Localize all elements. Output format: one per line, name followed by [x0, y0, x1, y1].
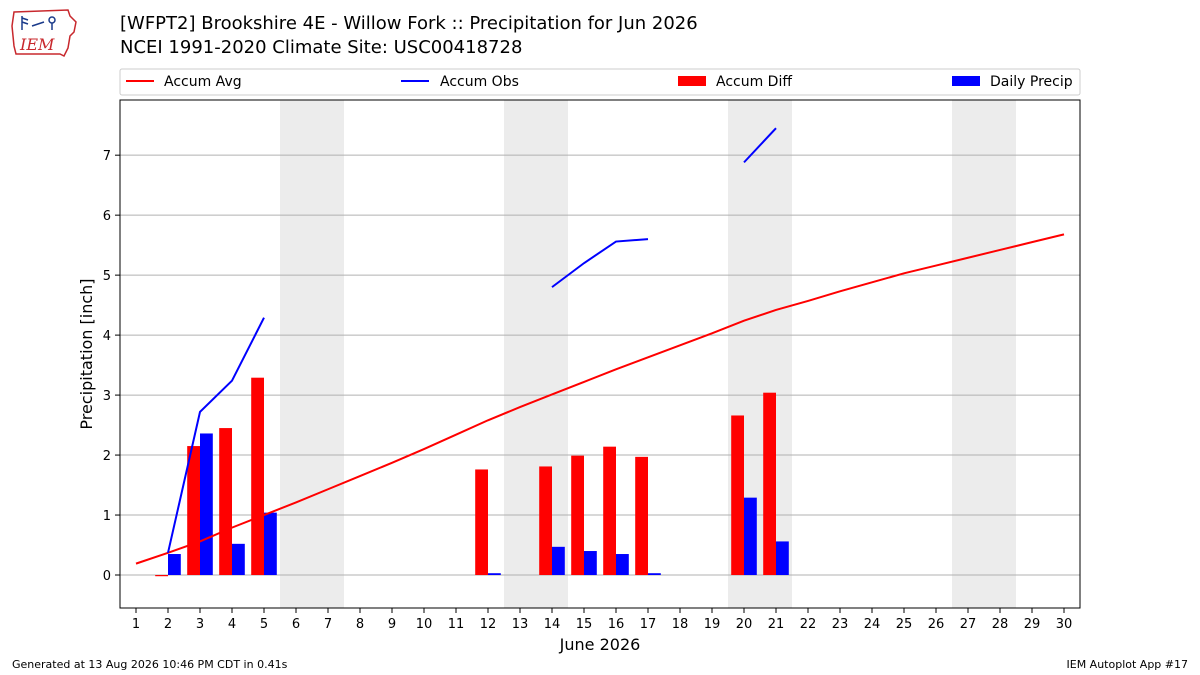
x-tick-label: 3	[196, 617, 204, 632]
x-tick-label: 1	[132, 617, 140, 632]
gridlines	[120, 154, 1080, 576]
accum-avg-line	[135, 233, 1065, 565]
x-axis-label: June 2026	[559, 635, 641, 654]
legend-box	[119, 68, 1081, 96]
chart-title: [WFPT2] Brookshire 4E - Willow Fork :: P…	[120, 13, 698, 34]
x-tick-label: 29	[1024, 617, 1041, 632]
accum-diff-bar	[635, 456, 648, 576]
footer-app: IEM Autoplot App #17	[1066, 658, 1189, 671]
y-tick-label: 2	[103, 449, 111, 464]
weekend-band	[952, 100, 1016, 608]
y-tick-label: 7	[103, 149, 111, 164]
weather-instruments-icon	[21, 16, 56, 30]
x-tick-label: 11	[448, 617, 465, 632]
y-tick-label: 5	[103, 269, 111, 284]
daily-precip-bar	[232, 543, 245, 576]
daily-precip-bar	[584, 551, 597, 576]
daily-precip-bar	[488, 573, 501, 576]
y-tick-label: 0	[103, 569, 111, 584]
lines	[135, 127, 1065, 565]
logo-text: IEM	[19, 35, 55, 54]
legend-accum-diff-label: Accum Diff	[716, 74, 792, 90]
x-axis-ticks: 1 2 3 4 5 6 7 8 9 10 11 12 13 14 15 16 17 18 19 20 21 22 23 24 2…	[132, 608, 1072, 632]
accum-obs-line	[743, 127, 777, 164]
y-tick-label: 4	[103, 329, 111, 344]
x-tick-label: 7	[324, 617, 332, 632]
x-tick-label: 26	[928, 617, 945, 632]
accum-obs-line	[551, 238, 649, 288]
accum-diff-bar	[251, 377, 264, 576]
x-tick-label: 15	[576, 617, 593, 632]
accum-diff-bar	[155, 575, 168, 577]
x-tick-label: 9	[388, 617, 396, 632]
x-tick-label: 19	[704, 617, 721, 632]
x-tick-label: 12	[480, 617, 497, 632]
x-tick-label: 24	[864, 617, 881, 632]
daily-precip-bar	[648, 573, 661, 576]
x-tick-label: 2	[164, 617, 172, 632]
y-axis-ticks: 0 1 2 3 4 5 6 7	[103, 149, 120, 584]
accum-diff-bar	[603, 446, 616, 576]
chart-subtitle: NCEI 1991-2020 Climate Site: USC00418728	[120, 37, 523, 58]
weekend-band	[280, 100, 344, 608]
accum-diff-bar	[187, 446, 200, 576]
legend-accum-obs-label: Accum Obs	[440, 74, 519, 90]
legend-daily-precip-swatch	[952, 76, 980, 86]
daily-precip-bar	[552, 546, 565, 576]
y-tick-label: 1	[103, 509, 111, 524]
accum-diff-bar	[219, 428, 232, 576]
x-tick-label: 20	[736, 617, 753, 632]
x-tick-label: 13	[512, 617, 529, 632]
accum-diff-bar	[731, 415, 744, 576]
bars	[155, 377, 789, 577]
accum-diff-bar	[571, 455, 584, 576]
x-tick-label: 27	[960, 617, 977, 632]
daily-precip-bar	[616, 554, 629, 576]
iem-logo: IEM	[11, 9, 77, 58]
x-tick-label: 4	[228, 617, 236, 632]
x-tick-label: 30	[1056, 617, 1073, 632]
x-tick-label: 8	[356, 617, 364, 632]
x-tick-label: 25	[896, 617, 913, 632]
y-tick-label: 3	[103, 389, 111, 404]
daily-precip-bar	[264, 512, 277, 576]
accum-diff-bar	[763, 392, 776, 576]
x-tick-label: 22	[800, 617, 817, 632]
legend-accum-diff-swatch	[678, 76, 706, 86]
plot-frame	[119, 99, 1081, 609]
x-tick-label: 18	[672, 617, 689, 632]
accum-diff-bar	[539, 466, 552, 576]
y-axis-label: Precipitation [inch]	[77, 278, 96, 429]
weekend-bands	[280, 100, 1016, 608]
x-tick-label: 10	[416, 617, 433, 632]
x-tick-label: 23	[832, 617, 849, 632]
y-tick-label: 6	[103, 209, 111, 224]
accum-diff-bar	[475, 469, 488, 576]
footer-generated: Generated at 13 Aug 2026 10:46 PM CDT in…	[12, 658, 288, 671]
daily-precip-bar	[776, 541, 789, 576]
x-tick-label: 17	[640, 617, 657, 632]
legend-daily-precip-label: Daily Precip	[990, 74, 1073, 90]
daily-precip-bar	[744, 497, 757, 576]
x-tick-label: 28	[992, 617, 1009, 632]
iowa-outline-icon	[11, 9, 77, 58]
legend-accum-avg-label: Accum Avg	[164, 74, 242, 90]
accum-obs-line	[167, 317, 265, 554]
legend: Accum Avg Accum Obs Accum Diff Daily Pre…	[119, 68, 1081, 96]
x-tick-label: 5	[260, 617, 268, 632]
x-tick-label: 16	[608, 617, 625, 632]
daily-precip-bar	[168, 554, 181, 576]
x-tick-label: 14	[544, 617, 561, 632]
daily-precip-bar	[200, 433, 213, 576]
x-tick-label: 6	[292, 617, 300, 632]
x-tick-label: 21	[768, 617, 785, 632]
weekend-band	[504, 100, 568, 608]
